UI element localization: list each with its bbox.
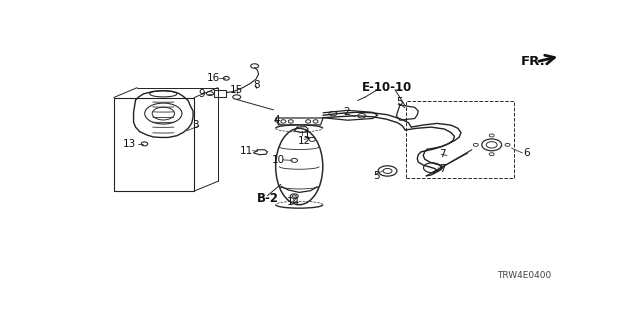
Text: 7: 7 <box>439 149 445 159</box>
Text: 10: 10 <box>271 155 284 165</box>
Text: 14: 14 <box>287 197 300 207</box>
Text: 5: 5 <box>397 98 403 108</box>
Text: 1: 1 <box>304 130 310 140</box>
Text: 7: 7 <box>439 164 445 174</box>
Text: TRW4E0400: TRW4E0400 <box>497 271 551 280</box>
Text: 2: 2 <box>344 107 350 117</box>
Text: 4: 4 <box>273 115 280 125</box>
Text: 9: 9 <box>198 89 205 99</box>
Text: 5: 5 <box>373 172 380 181</box>
Text: 16: 16 <box>207 73 221 83</box>
Text: 15: 15 <box>230 85 243 95</box>
Text: 13: 13 <box>123 139 136 149</box>
Text: 11: 11 <box>239 146 253 156</box>
Text: E-10-10: E-10-10 <box>362 81 412 94</box>
Text: FR.: FR. <box>520 55 545 68</box>
Text: 3: 3 <box>192 120 199 130</box>
Text: B-2: B-2 <box>257 192 278 204</box>
Text: 12: 12 <box>298 136 311 146</box>
Text: 6: 6 <box>523 148 530 158</box>
Text: 8: 8 <box>253 80 260 90</box>
